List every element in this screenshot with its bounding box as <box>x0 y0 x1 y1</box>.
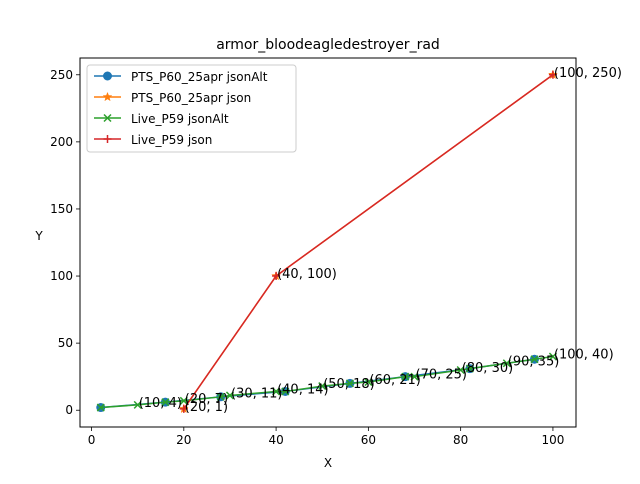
x-tick-label: 80 <box>453 433 468 447</box>
legend-item-3: Live_P59 jsonAlt <box>94 112 229 126</box>
axis-ticks: 0 20 40 60 80 100 0 50 100 150 200 250 <box>50 68 564 447</box>
legend-marker <box>103 113 112 123</box>
series-3-point-2 <box>133 400 142 409</box>
data-label: (60, 21) <box>369 373 421 388</box>
x-tick-label: 20 <box>176 433 191 447</box>
data-label: (10, 4) <box>139 396 182 411</box>
data-label: (50, 18) <box>323 377 375 392</box>
chart-title: armor_bloodeagledestroyer_rad <box>216 37 440 53</box>
series-3-point-10 <box>345 379 354 388</box>
data-label: (30, 11) <box>231 387 283 402</box>
data-label: (70, 25) <box>416 368 468 383</box>
series-4 <box>179 70 557 413</box>
y-tick-label: 150 <box>50 202 73 216</box>
series-4-point-2 <box>272 272 281 281</box>
series-3-point-5 <box>216 392 225 401</box>
series-3-point-7 <box>272 387 281 396</box>
legend-label: PTS_P60_25apr json <box>131 91 251 105</box>
series-3-line <box>100 355 554 409</box>
plot-frame <box>79 57 577 428</box>
y-tick-label: 200 <box>50 135 73 149</box>
series-3 <box>96 352 557 412</box>
plot-area: (10, 4) (20, 7)(20, 1)(30, 11)(40, 14) (40… <box>96 66 622 415</box>
y-axis-label: Y <box>34 229 43 243</box>
data-label: (100, 40) <box>554 348 614 363</box>
legend-label: Live_P59 jsonAlt <box>131 112 229 126</box>
series-3-point-4 <box>179 396 188 405</box>
series-3-point-15 <box>465 364 474 373</box>
series-3-point-16 <box>502 359 511 368</box>
series-3-point-13 <box>410 372 419 381</box>
legend-item-1: PTS_P60_25apr jsonAlt <box>94 70 268 84</box>
x-tick-label: 60 <box>361 433 376 447</box>
data-label: (40, 100) <box>277 267 337 282</box>
y-tick-label: 50 <box>58 336 73 350</box>
data-label: (80, 30) <box>462 361 514 376</box>
x-axis-label: X <box>324 456 332 470</box>
series-4-point-1 <box>179 404 188 413</box>
legend-item-4: Live_P59 json <box>94 133 212 147</box>
legend-marker <box>103 71 112 81</box>
legend-marker <box>103 135 112 143</box>
legend-marker <box>102 91 113 102</box>
data-label: (20, 7) <box>185 392 228 407</box>
series-3-point-3 <box>161 398 170 407</box>
x-tick-label: 100 <box>541 433 564 447</box>
legend-label: PTS_P60_25apr jsonAlt <box>131 70 268 84</box>
legend-box <box>86 64 297 153</box>
y-tick-label: 250 <box>50 68 73 82</box>
legend-label: Live_P59 json <box>131 133 212 147</box>
x-tick-label: 0 <box>88 433 96 447</box>
series-3-point-11 <box>364 378 373 387</box>
series-3-point-9 <box>318 382 327 391</box>
series-3-point-17 <box>530 355 539 364</box>
y-tick-label: 100 <box>50 269 73 283</box>
x-tick-label: 40 <box>268 433 283 447</box>
legend-item-2: PTS_P60_25apr json <box>94 91 251 105</box>
series-3-point-6 <box>225 391 234 400</box>
series-3-point-18 <box>548 352 557 361</box>
series-3-point-8 <box>281 387 290 396</box>
data-label: (90, 35) <box>508 354 560 369</box>
data-label: (20, 1) <box>185 400 228 415</box>
series-4-point-3 <box>548 70 557 79</box>
legend: PTS_P60_25apr jsonAlt PTS_P60_25apr json L… <box>86 64 297 153</box>
y-tick-label: 0 <box>65 403 73 417</box>
series-3-point-1 <box>96 403 105 412</box>
data-label: (100, 250) <box>554 66 622 81</box>
series-3-point-14 <box>456 365 465 375</box>
data-label: (40, 14) <box>277 382 329 397</box>
series-3-point-12 <box>401 372 410 381</box>
